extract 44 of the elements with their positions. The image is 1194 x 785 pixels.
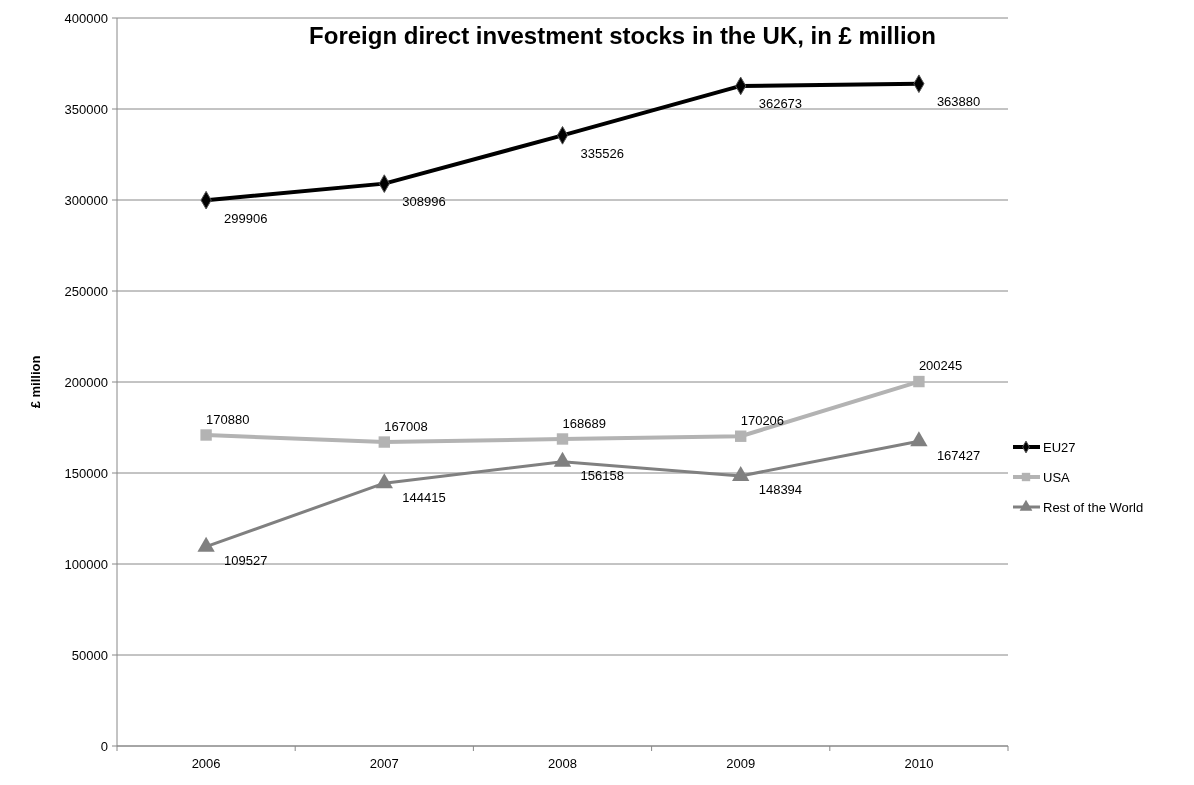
y-tick-label: 250000 bbox=[64, 283, 108, 299]
data-label: 299906 bbox=[224, 210, 268, 226]
data-label: 200245 bbox=[918, 358, 963, 374]
data-label: 148394 bbox=[758, 482, 803, 498]
point bbox=[732, 465, 750, 481]
point bbox=[197, 536, 215, 552]
legend-label: EU27 bbox=[1043, 439, 1076, 455]
point bbox=[378, 436, 390, 448]
point bbox=[556, 433, 569, 445]
legend-label: Rest of the World bbox=[1043, 499, 1144, 515]
y-tick-label: 350000 bbox=[64, 101, 108, 117]
data-label: 170206 bbox=[740, 412, 785, 428]
x-tick-label: 2009 bbox=[726, 756, 756, 771]
data-label: 335526 bbox=[580, 145, 624, 161]
data-label: 144415 bbox=[402, 489, 446, 505]
point bbox=[553, 451, 572, 467]
data-label: 362673 bbox=[758, 96, 803, 112]
data-label: 167427 bbox=[936, 447, 981, 463]
x-tick-label: 2008 bbox=[548, 756, 577, 771]
point bbox=[913, 375, 925, 388]
data-label: 167008 bbox=[384, 418, 428, 434]
y-tick-label: 400000 bbox=[64, 10, 108, 26]
y-axis-title: £ million bbox=[28, 355, 43, 409]
point bbox=[375, 473, 393, 489]
data-label: 363880 bbox=[936, 94, 981, 110]
data-label: 168689 bbox=[562, 415, 606, 431]
y-tick-label: 50000 bbox=[71, 647, 108, 663]
y-tick-label: 150000 bbox=[64, 465, 108, 481]
data-label: 109527 bbox=[224, 553, 268, 569]
legend-label: USA bbox=[1043, 469, 1071, 485]
chart-title: Foreign direct investment stocks in the UK, in £ million bbox=[309, 22, 936, 49]
data-label: 156158 bbox=[580, 468, 624, 484]
x-tick-label: 2010 bbox=[904, 756, 934, 771]
data-label: 308996 bbox=[402, 194, 446, 210]
y-tick-label: 0 bbox=[100, 738, 108, 754]
x-tick-label: 2007 bbox=[369, 756, 399, 771]
point bbox=[200, 429, 212, 441]
y-tick-label: 100000 bbox=[64, 556, 108, 572]
y-tick-label: 300000 bbox=[64, 192, 108, 208]
data-label: 170880 bbox=[206, 411, 250, 427]
point bbox=[735, 430, 747, 442]
x-tick-label: 2006 bbox=[191, 756, 221, 771]
y-tick-label: 200000 bbox=[64, 374, 108, 390]
point bbox=[910, 431, 928, 447]
